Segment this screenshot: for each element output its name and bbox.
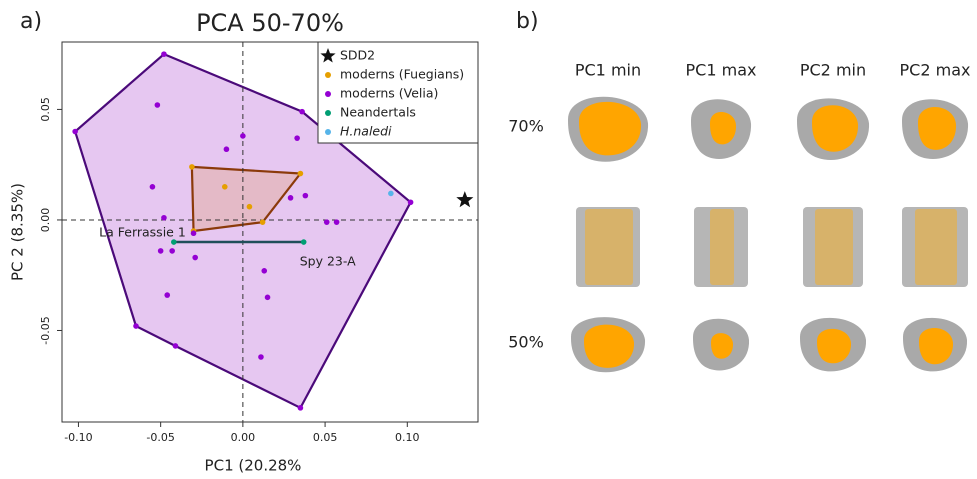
point bbox=[294, 135, 300, 141]
point bbox=[154, 102, 161, 108]
x-tick-label: 0.05 bbox=[313, 431, 338, 444]
plot-frame bbox=[61, 41, 479, 423]
point bbox=[190, 230, 197, 237]
point-label: La Ferrassie 1 bbox=[99, 225, 186, 240]
point bbox=[261, 267, 268, 274]
point bbox=[246, 203, 253, 210]
y-tick-label: -0.05 bbox=[39, 316, 52, 344]
point bbox=[259, 219, 266, 225]
point bbox=[299, 108, 305, 115]
chart-title: PCA 50-70% bbox=[196, 9, 344, 37]
point bbox=[221, 183, 228, 190]
cylinder-inner bbox=[710, 209, 734, 285]
cross-section-inner bbox=[812, 105, 859, 152]
legend-marker bbox=[325, 72, 331, 78]
point bbox=[264, 294, 271, 301]
legend-label: moderns (Fuegians) bbox=[340, 67, 464, 82]
point bbox=[302, 192, 309, 199]
legend-label: moderns (Velia) bbox=[340, 86, 438, 101]
point bbox=[456, 191, 474, 208]
point bbox=[192, 254, 198, 261]
x-tick-label: 0.10 bbox=[395, 431, 420, 444]
cylinder-inner bbox=[815, 209, 853, 285]
panel-label: a) bbox=[20, 9, 42, 34]
y-axis-label: PC 2 (8.35%) bbox=[9, 183, 27, 281]
point bbox=[223, 146, 230, 153]
x-axis-label: PC1 (20.28% bbox=[205, 457, 302, 475]
cross-section-inner bbox=[579, 101, 642, 156]
legend-marker bbox=[325, 91, 331, 97]
legend-label: H.naledi bbox=[340, 124, 392, 139]
point bbox=[164, 292, 171, 298]
legend-label: SDD2 bbox=[340, 48, 375, 63]
point bbox=[72, 128, 78, 135]
point bbox=[133, 323, 139, 329]
cross-section-inner bbox=[584, 324, 635, 368]
column-header: PC1 max bbox=[686, 61, 757, 80]
cross-section-inner bbox=[711, 333, 734, 359]
point bbox=[258, 354, 264, 360]
point bbox=[149, 183, 156, 190]
column-header: PC2 max bbox=[900, 61, 971, 80]
plot: -0.10 -0.05 0.00 0.05 0.10 -0.05 0.00 0.05 La Fe… bbox=[39, 41, 479, 444]
point bbox=[287, 195, 294, 201]
y-tick-label: 0.05 bbox=[39, 97, 52, 122]
cross-section-inner bbox=[710, 112, 737, 145]
x-tick-label: 0.00 bbox=[231, 431, 256, 444]
panel-label: b) bbox=[516, 9, 539, 34]
point bbox=[171, 239, 177, 245]
point bbox=[333, 219, 340, 225]
panel-b: PC1 min PC1 max PC2 min PC2 max 70% 50% bbox=[508, 61, 970, 373]
point bbox=[169, 248, 175, 254]
cylinder-inner bbox=[585, 209, 633, 285]
point bbox=[161, 51, 167, 57]
point bbox=[300, 239, 307, 245]
legend-label: Neandertals bbox=[340, 105, 416, 120]
column-header: PC2 min bbox=[800, 61, 866, 80]
legend-marker bbox=[320, 48, 336, 63]
point-label: Spy 23-A bbox=[300, 254, 356, 269]
legend-marker bbox=[325, 110, 331, 116]
row-label: 70% bbox=[508, 117, 544, 136]
cross-section-inner bbox=[817, 328, 852, 364]
column-header: PC1 min bbox=[575, 61, 641, 80]
point bbox=[240, 133, 246, 139]
row-label: 50% bbox=[508, 333, 544, 352]
cross-section-inner bbox=[918, 106, 957, 150]
y-tick-label: 0.00 bbox=[39, 208, 52, 233]
x-tick-label: -0.05 bbox=[146, 431, 174, 444]
point bbox=[297, 170, 304, 177]
cylinder-inner bbox=[915, 209, 957, 285]
point bbox=[297, 405, 304, 411]
point bbox=[388, 190, 394, 197]
legend-box bbox=[317, 41, 479, 144]
point bbox=[189, 164, 195, 170]
x-tick-label: -0.10 bbox=[64, 431, 92, 444]
point bbox=[172, 343, 179, 349]
legend-marker bbox=[325, 129, 331, 135]
point bbox=[161, 214, 167, 221]
cross-section-inner bbox=[919, 328, 954, 365]
point bbox=[323, 219, 330, 225]
point bbox=[407, 199, 414, 206]
point bbox=[157, 248, 164, 254]
